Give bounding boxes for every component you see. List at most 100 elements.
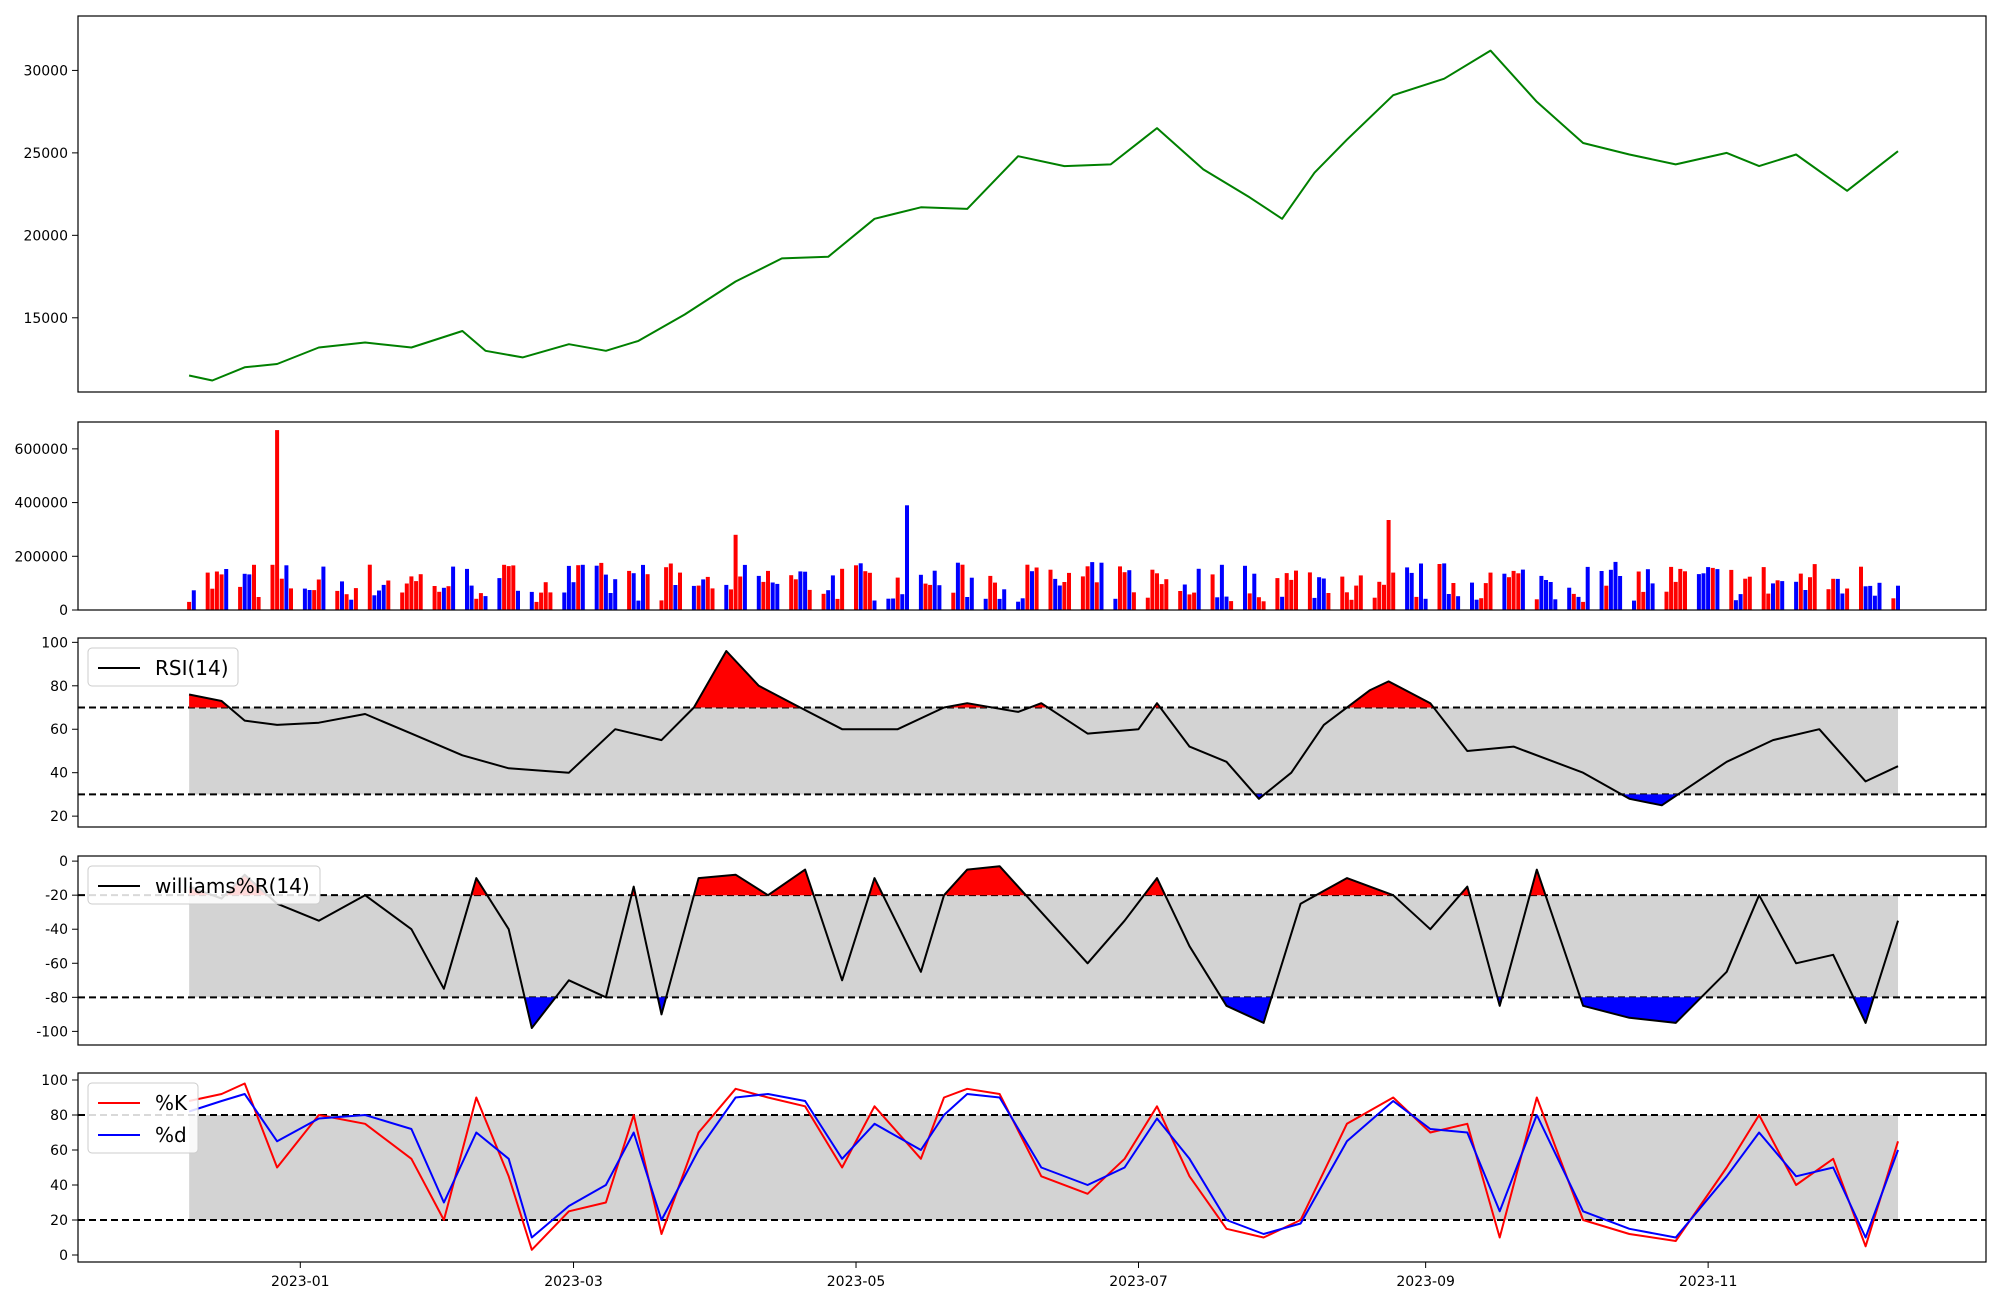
y-tick-label: 100 bbox=[41, 635, 68, 651]
volume-bar bbox=[576, 565, 581, 610]
volume-bar bbox=[256, 597, 261, 610]
volume-bar bbox=[1067, 572, 1071, 610]
volume-bar bbox=[1581, 601, 1586, 610]
volume-bar bbox=[270, 564, 275, 610]
volume-bar bbox=[923, 583, 928, 610]
legend-box bbox=[87, 647, 239, 687]
volume-bar bbox=[993, 582, 997, 610]
volume-bar bbox=[1567, 587, 1572, 610]
volume-bar bbox=[465, 568, 469, 610]
volume-bar bbox=[1210, 574, 1215, 610]
legend-label: %d bbox=[155, 1123, 187, 1147]
volume-bar bbox=[659, 600, 664, 610]
volume-bar bbox=[1613, 561, 1618, 610]
volume-bar bbox=[372, 595, 377, 610]
x-axis: 2023-01 2023-03 2023-05 2023-07 2023-09 2023-… bbox=[271, 1262, 1737, 1290]
y-tick-label: 80 bbox=[50, 1108, 68, 1124]
volume-bar bbox=[1835, 578, 1840, 610]
williams-line bbox=[188, 865, 1899, 1029]
williams-panel: williams%R(14) 0 -20 -40 -60 -80 -100 bbox=[36, 854, 1987, 1046]
volume-bar bbox=[1664, 591, 1669, 610]
y-tick-label: 40 bbox=[50, 1178, 68, 1194]
volume-bar bbox=[867, 572, 872, 610]
volume-bar bbox=[219, 574, 224, 610]
oversold-fill bbox=[524, 997, 556, 1028]
volume-bar bbox=[1483, 583, 1488, 610]
volume-bar bbox=[1178, 591, 1183, 610]
volume-bar bbox=[566, 565, 571, 610]
volume-bar bbox=[400, 592, 405, 610]
volume-bar bbox=[1775, 580, 1780, 610]
y-tick-label: 40 bbox=[50, 766, 68, 782]
volume-bar bbox=[863, 571, 868, 610]
volume-bar bbox=[1002, 589, 1007, 610]
oversold-fill bbox=[1621, 794, 1678, 806]
volume-bar bbox=[224, 569, 229, 610]
volume-bar bbox=[997, 598, 1002, 610]
y-tick-label: 20 bbox=[50, 809, 68, 825]
volume-bar bbox=[668, 563, 673, 610]
volume-bar bbox=[1280, 596, 1285, 610]
overbought-fill bbox=[869, 878, 883, 896]
volume-bar bbox=[1030, 571, 1034, 610]
volume-bar bbox=[886, 598, 891, 610]
y-tick-label: -20 bbox=[45, 888, 68, 904]
volume-bar bbox=[1474, 599, 1479, 610]
volume-bar bbox=[191, 590, 196, 610]
volume-bar bbox=[645, 574, 650, 610]
volume-bar bbox=[636, 600, 641, 610]
y-tick-label: -80 bbox=[45, 990, 68, 1006]
panel-frame bbox=[77, 1072, 1987, 1263]
volume-bar bbox=[1187, 594, 1192, 610]
volume-bar bbox=[1729, 569, 1734, 610]
y-tick-label: 100 bbox=[41, 1073, 68, 1089]
volume-bar bbox=[349, 599, 354, 610]
volume-bar bbox=[830, 575, 835, 610]
series-line bbox=[188, 1093, 1899, 1239]
volume-bar bbox=[1349, 599, 1354, 610]
volume-bar bbox=[1164, 579, 1169, 610]
price-line bbox=[188, 49, 1899, 382]
panel-frame bbox=[77, 421, 1987, 611]
volume-bar bbox=[678, 572, 682, 610]
volume-bar bbox=[840, 568, 845, 610]
volume-bar bbox=[1414, 596, 1419, 610]
volume-bar bbox=[1576, 596, 1581, 610]
volume-bar bbox=[275, 430, 280, 610]
legend-box bbox=[87, 865, 321, 905]
volume-bar bbox=[696, 585, 701, 610]
y-tick-label: 200000 bbox=[15, 549, 68, 565]
volume-bar bbox=[580, 564, 585, 610]
volume-bar bbox=[891, 598, 896, 610]
y-tick-label: 30000 bbox=[23, 63, 68, 79]
volume-bar bbox=[1437, 564, 1442, 610]
y-tick-label: -60 bbox=[45, 956, 68, 972]
volume-bar bbox=[1229, 601, 1234, 610]
volume-bar bbox=[1456, 596, 1461, 610]
volume-bar bbox=[1099, 562, 1104, 610]
volume-bar bbox=[733, 534, 738, 610]
legend-label: RSI(14) bbox=[155, 656, 229, 680]
overbought-fill bbox=[693, 874, 768, 896]
volume-bar bbox=[1386, 520, 1391, 610]
volume-bar bbox=[1382, 584, 1386, 610]
y-tick-label: 15000 bbox=[23, 311, 68, 327]
volume-bar bbox=[673, 585, 678, 610]
volume-bar bbox=[594, 565, 599, 610]
volume-bar bbox=[1344, 592, 1349, 610]
volume-bar bbox=[1224, 596, 1229, 610]
volume-bar bbox=[798, 571, 803, 610]
volume-bar bbox=[691, 585, 696, 610]
volume-bar bbox=[1020, 598, 1025, 610]
volume-bar bbox=[437, 591, 442, 610]
volume-bar bbox=[1678, 568, 1683, 610]
volume-bar bbox=[534, 601, 539, 610]
volume-bar bbox=[756, 575, 761, 610]
volume-bar bbox=[1840, 593, 1845, 610]
volume-bar bbox=[1831, 578, 1836, 610]
volume-bar bbox=[705, 576, 710, 610]
volume-bar bbox=[1145, 597, 1150, 610]
volume-bar bbox=[599, 562, 604, 610]
volume-bar bbox=[1261, 601, 1266, 610]
oversold-fill bbox=[1580, 997, 1702, 1023]
